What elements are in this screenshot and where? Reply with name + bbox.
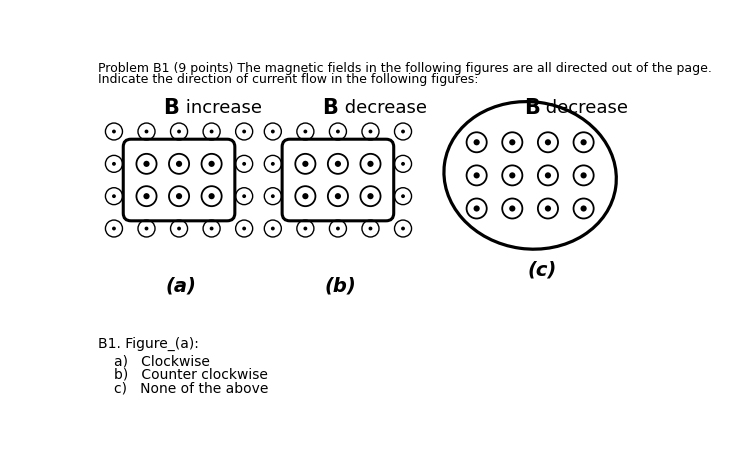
Circle shape [303,161,308,167]
Circle shape [271,129,275,134]
Circle shape [143,161,150,167]
Text: increase: increase [180,99,262,117]
Circle shape [545,139,551,145]
Text: $\bf{B}$: $\bf{B}$ [524,99,540,119]
Circle shape [368,193,373,199]
Circle shape [509,205,515,212]
Text: (b): (b) [325,276,356,295]
Circle shape [368,226,373,230]
Circle shape [210,226,213,230]
Circle shape [545,172,551,178]
Circle shape [545,205,551,212]
Circle shape [401,194,405,198]
Circle shape [303,129,307,134]
Circle shape [242,129,246,134]
Circle shape [112,226,116,230]
Circle shape [145,129,148,134]
Text: a)   Clockwise: a) Clockwise [114,354,210,368]
Circle shape [176,193,182,199]
Circle shape [401,226,405,230]
Circle shape [581,172,587,178]
Circle shape [112,162,116,166]
Circle shape [242,226,246,230]
Circle shape [474,139,480,145]
Circle shape [242,162,246,166]
Circle shape [335,161,341,167]
Text: B1. Figure_(a):: B1. Figure_(a): [97,337,199,351]
Circle shape [335,193,341,199]
Text: $\bf{B}$: $\bf{B}$ [163,99,180,119]
Text: (c): (c) [527,261,556,280]
Circle shape [112,129,116,134]
Circle shape [209,193,215,199]
Circle shape [209,161,215,167]
Text: $\bf{B}$: $\bf{B}$ [323,99,339,119]
Circle shape [581,205,587,212]
Circle shape [176,161,182,167]
Text: (a): (a) [166,276,197,295]
Circle shape [177,226,181,230]
Circle shape [401,129,405,134]
Circle shape [145,226,148,230]
Circle shape [242,194,246,198]
Circle shape [474,205,480,212]
Circle shape [368,161,373,167]
Circle shape [177,129,181,134]
Text: decrease: decrease [339,99,427,117]
Circle shape [271,226,275,230]
Circle shape [210,129,213,134]
Circle shape [401,162,405,166]
Circle shape [303,226,307,230]
Circle shape [368,129,373,134]
Circle shape [509,172,515,178]
Circle shape [336,226,340,230]
Text: Indicate the direction of current flow in the following figures:: Indicate the direction of current flow i… [97,73,478,86]
Circle shape [143,193,150,199]
Text: decrease: decrease [540,99,628,117]
Text: Problem B1 (9 points) The magnetic fields in the following figures are all direc: Problem B1 (9 points) The magnetic field… [97,62,711,75]
Text: c)   None of the above: c) None of the above [114,382,269,396]
Circle shape [509,139,515,145]
Circle shape [336,129,340,134]
Circle shape [271,162,275,166]
Circle shape [581,139,587,145]
Circle shape [303,193,308,199]
Circle shape [112,194,116,198]
Circle shape [271,194,275,198]
Text: b)   Counter clockwise: b) Counter clockwise [114,368,268,382]
Circle shape [474,172,480,178]
